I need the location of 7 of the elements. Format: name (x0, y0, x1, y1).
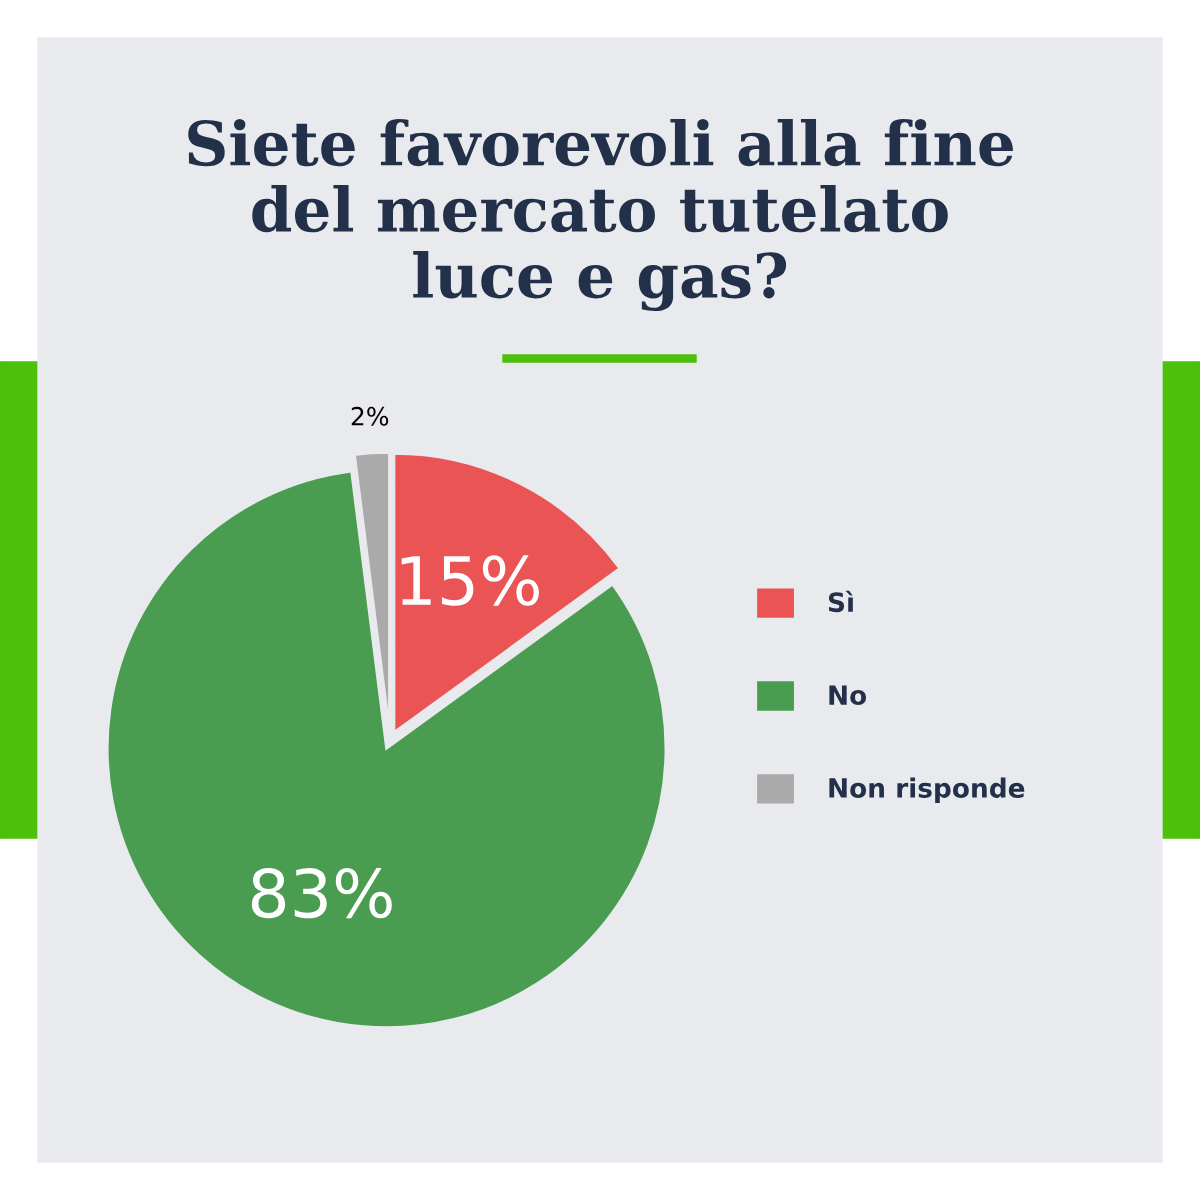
data-label: 83% (251, 867, 392, 919)
legend-label: Non risponde (829, 777, 1025, 804)
data-label: 15% (401, 555, 539, 606)
legend-label: No (829, 685, 867, 706)
legend-label: Sì (828, 590, 853, 613)
chart-title: Siete favorevoli alla fine del mercato tutelato luce e gas? (188, 118, 1013, 312)
data-label: 2% (351, 406, 389, 426)
